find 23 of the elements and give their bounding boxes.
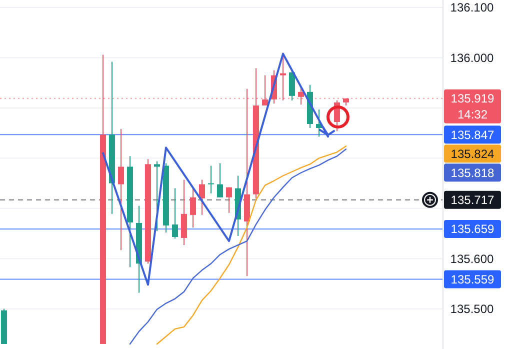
y-tick-label: 136.000 [450,50,494,65]
ref-line-label: 135.919 [450,92,495,106]
candlestick [289,70,295,101]
candlestick [226,186,232,214]
text: 135.824 [450,146,495,161]
y-tick-label: 135.600 [450,252,494,266]
candlestick [262,74,268,106]
text: 135.818 [450,166,495,180]
y-tick-label: 135.500 [450,302,494,316]
candlestick [118,128,124,251]
candlestick [217,162,223,198]
candlestick [208,165,214,194]
candlestick [154,160,160,232]
ref-line-label: 135.659 [450,222,495,236]
ref-line-label: 135.847 [450,128,495,142]
ref-line-label: 135.559 [450,272,495,286]
text: 14:32 [457,108,488,122]
candlestick [190,188,196,228]
y-tick-label: 136.100 [450,0,494,15]
ref-line-label: 135.717 [450,193,495,208]
candlestick [199,179,205,216]
line-series [102,52,329,286]
candlestick [172,188,178,240]
